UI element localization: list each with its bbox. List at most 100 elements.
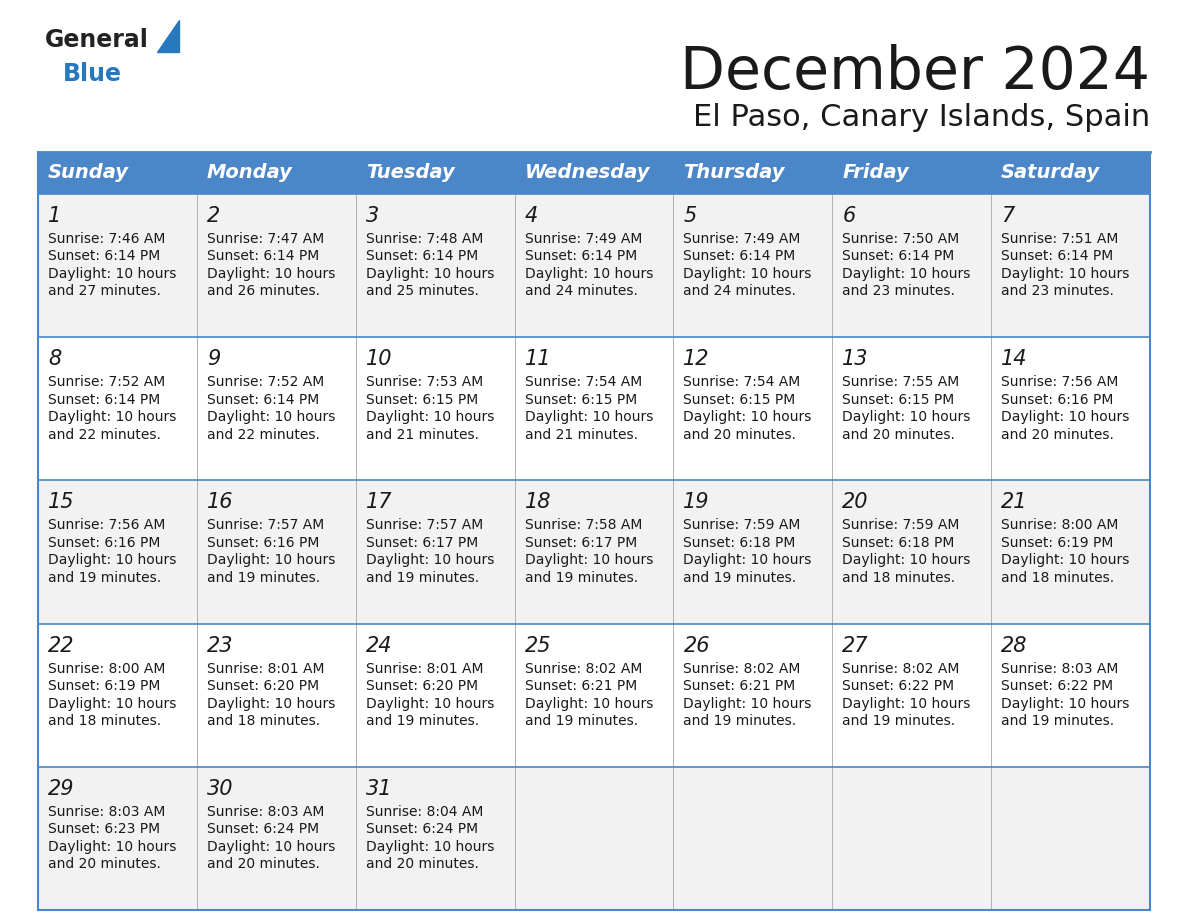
- Bar: [38, 480, 1150, 623]
- Text: Sunset: 6:18 PM: Sunset: 6:18 PM: [842, 536, 955, 550]
- Text: 2: 2: [207, 206, 220, 226]
- Text: 12: 12: [683, 349, 710, 369]
- Text: 24: 24: [366, 635, 392, 655]
- Text: Sunrise: 7:59 AM: Sunrise: 7:59 AM: [683, 519, 801, 532]
- Bar: [38, 623, 1150, 767]
- Text: Daylight: 10 hours: Daylight: 10 hours: [683, 697, 811, 711]
- Text: Sunrise: 7:59 AM: Sunrise: 7:59 AM: [842, 519, 960, 532]
- Text: and 18 minutes.: and 18 minutes.: [842, 571, 955, 585]
- Text: Sunset: 6:16 PM: Sunset: 6:16 PM: [207, 536, 320, 550]
- Text: Sunrise: 7:49 AM: Sunrise: 7:49 AM: [683, 232, 801, 246]
- Text: Daylight: 10 hours: Daylight: 10 hours: [525, 697, 653, 711]
- Text: Daylight: 10 hours: Daylight: 10 hours: [683, 410, 811, 424]
- Text: 4: 4: [525, 206, 538, 226]
- Text: Sunset: 6:15 PM: Sunset: 6:15 PM: [366, 393, 478, 407]
- Text: and 27 minutes.: and 27 minutes.: [48, 285, 160, 298]
- Text: Sunset: 6:16 PM: Sunset: 6:16 PM: [1001, 393, 1113, 407]
- Text: Sunrise: 7:58 AM: Sunrise: 7:58 AM: [525, 519, 642, 532]
- Text: Sunset: 6:14 PM: Sunset: 6:14 PM: [48, 393, 160, 407]
- Text: 15: 15: [48, 492, 75, 512]
- Text: Sunrise: 7:52 AM: Sunrise: 7:52 AM: [48, 375, 165, 389]
- Text: 9: 9: [207, 349, 220, 369]
- Text: Tuesday: Tuesday: [366, 163, 455, 183]
- Text: and 19 minutes.: and 19 minutes.: [207, 571, 320, 585]
- Text: Daylight: 10 hours: Daylight: 10 hours: [48, 840, 176, 854]
- Text: Friday: Friday: [842, 163, 909, 183]
- Text: Sunrise: 7:53 AM: Sunrise: 7:53 AM: [366, 375, 484, 389]
- Text: Sunset: 6:18 PM: Sunset: 6:18 PM: [683, 536, 796, 550]
- Text: 26: 26: [683, 635, 710, 655]
- Text: Sunrise: 7:49 AM: Sunrise: 7:49 AM: [525, 232, 642, 246]
- Text: and 21 minutes.: and 21 minutes.: [366, 428, 479, 442]
- Text: Daylight: 10 hours: Daylight: 10 hours: [525, 410, 653, 424]
- Text: Daylight: 10 hours: Daylight: 10 hours: [48, 267, 176, 281]
- Text: and 19 minutes.: and 19 minutes.: [683, 714, 796, 728]
- Text: and 20 minutes.: and 20 minutes.: [842, 428, 955, 442]
- Text: Sunset: 6:17 PM: Sunset: 6:17 PM: [366, 536, 478, 550]
- Text: and 25 minutes.: and 25 minutes.: [366, 285, 479, 298]
- Text: and 19 minutes.: and 19 minutes.: [366, 714, 479, 728]
- Text: Sunrise: 8:02 AM: Sunrise: 8:02 AM: [842, 662, 960, 676]
- Text: Sunset: 6:14 PM: Sunset: 6:14 PM: [525, 250, 637, 263]
- Text: Sunset: 6:24 PM: Sunset: 6:24 PM: [207, 823, 320, 836]
- Text: Daylight: 10 hours: Daylight: 10 hours: [842, 267, 971, 281]
- Text: Sunset: 6:20 PM: Sunset: 6:20 PM: [207, 679, 320, 693]
- Text: El Paso, Canary Islands, Spain: El Paso, Canary Islands, Spain: [693, 104, 1150, 132]
- Text: Daylight: 10 hours: Daylight: 10 hours: [48, 554, 176, 567]
- Text: Daylight: 10 hours: Daylight: 10 hours: [842, 697, 971, 711]
- Text: Daylight: 10 hours: Daylight: 10 hours: [842, 410, 971, 424]
- Text: Sunrise: 7:47 AM: Sunrise: 7:47 AM: [207, 232, 324, 246]
- Text: Daylight: 10 hours: Daylight: 10 hours: [207, 554, 335, 567]
- Text: 29: 29: [48, 778, 75, 799]
- Text: Sunset: 6:15 PM: Sunset: 6:15 PM: [525, 393, 637, 407]
- Text: Sunrise: 8:03 AM: Sunrise: 8:03 AM: [48, 805, 165, 819]
- Text: and 20 minutes.: and 20 minutes.: [48, 857, 160, 871]
- Text: 10: 10: [366, 349, 392, 369]
- Text: and 19 minutes.: and 19 minutes.: [525, 714, 638, 728]
- Text: 25: 25: [525, 635, 551, 655]
- Text: 16: 16: [207, 492, 233, 512]
- Text: and 20 minutes.: and 20 minutes.: [683, 428, 796, 442]
- Text: Daylight: 10 hours: Daylight: 10 hours: [366, 410, 494, 424]
- Text: Daylight: 10 hours: Daylight: 10 hours: [366, 697, 494, 711]
- Text: and 18 minutes.: and 18 minutes.: [207, 714, 320, 728]
- Text: Daylight: 10 hours: Daylight: 10 hours: [207, 697, 335, 711]
- Text: Sunrise: 8:03 AM: Sunrise: 8:03 AM: [207, 805, 324, 819]
- Text: 23: 23: [207, 635, 233, 655]
- Text: 7: 7: [1001, 206, 1015, 226]
- Text: 21: 21: [1001, 492, 1028, 512]
- Text: Sunset: 6:19 PM: Sunset: 6:19 PM: [48, 679, 160, 693]
- Text: and 19 minutes.: and 19 minutes.: [366, 571, 479, 585]
- Text: and 20 minutes.: and 20 minutes.: [207, 857, 320, 871]
- Text: Sunrise: 8:00 AM: Sunrise: 8:00 AM: [1001, 519, 1119, 532]
- Text: Sunrise: 8:02 AM: Sunrise: 8:02 AM: [525, 662, 642, 676]
- Bar: [38, 767, 1150, 910]
- Text: Sunset: 6:14 PM: Sunset: 6:14 PM: [207, 250, 320, 263]
- Text: and 23 minutes.: and 23 minutes.: [1001, 285, 1114, 298]
- Text: Sunset: 6:17 PM: Sunset: 6:17 PM: [525, 536, 637, 550]
- Text: 19: 19: [683, 492, 710, 512]
- Text: Daylight: 10 hours: Daylight: 10 hours: [1001, 697, 1130, 711]
- Text: and 22 minutes.: and 22 minutes.: [48, 428, 160, 442]
- Text: Sunrise: 8:01 AM: Sunrise: 8:01 AM: [366, 662, 484, 676]
- Text: Sunset: 6:24 PM: Sunset: 6:24 PM: [366, 823, 478, 836]
- Text: and 23 minutes.: and 23 minutes.: [842, 285, 955, 298]
- Text: Sunrise: 8:04 AM: Sunrise: 8:04 AM: [366, 805, 484, 819]
- Text: Sunrise: 7:51 AM: Sunrise: 7:51 AM: [1001, 232, 1119, 246]
- Text: 14: 14: [1001, 349, 1028, 369]
- Text: Daylight: 10 hours: Daylight: 10 hours: [683, 267, 811, 281]
- Text: Sunset: 6:15 PM: Sunset: 6:15 PM: [842, 393, 954, 407]
- Text: 6: 6: [842, 206, 855, 226]
- Text: and 19 minutes.: and 19 minutes.: [525, 571, 638, 585]
- Text: and 24 minutes.: and 24 minutes.: [683, 285, 796, 298]
- Text: Sunrise: 8:03 AM: Sunrise: 8:03 AM: [1001, 662, 1119, 676]
- Text: Sunday: Sunday: [48, 163, 129, 183]
- Text: Sunset: 6:14 PM: Sunset: 6:14 PM: [842, 250, 954, 263]
- Text: Daylight: 10 hours: Daylight: 10 hours: [683, 554, 811, 567]
- Text: Daylight: 10 hours: Daylight: 10 hours: [842, 554, 971, 567]
- Bar: [38, 152, 1150, 194]
- Text: and 19 minutes.: and 19 minutes.: [842, 714, 955, 728]
- Text: Daylight: 10 hours: Daylight: 10 hours: [207, 840, 335, 854]
- Text: Sunrise: 7:56 AM: Sunrise: 7:56 AM: [1001, 375, 1119, 389]
- Text: Daylight: 10 hours: Daylight: 10 hours: [366, 554, 494, 567]
